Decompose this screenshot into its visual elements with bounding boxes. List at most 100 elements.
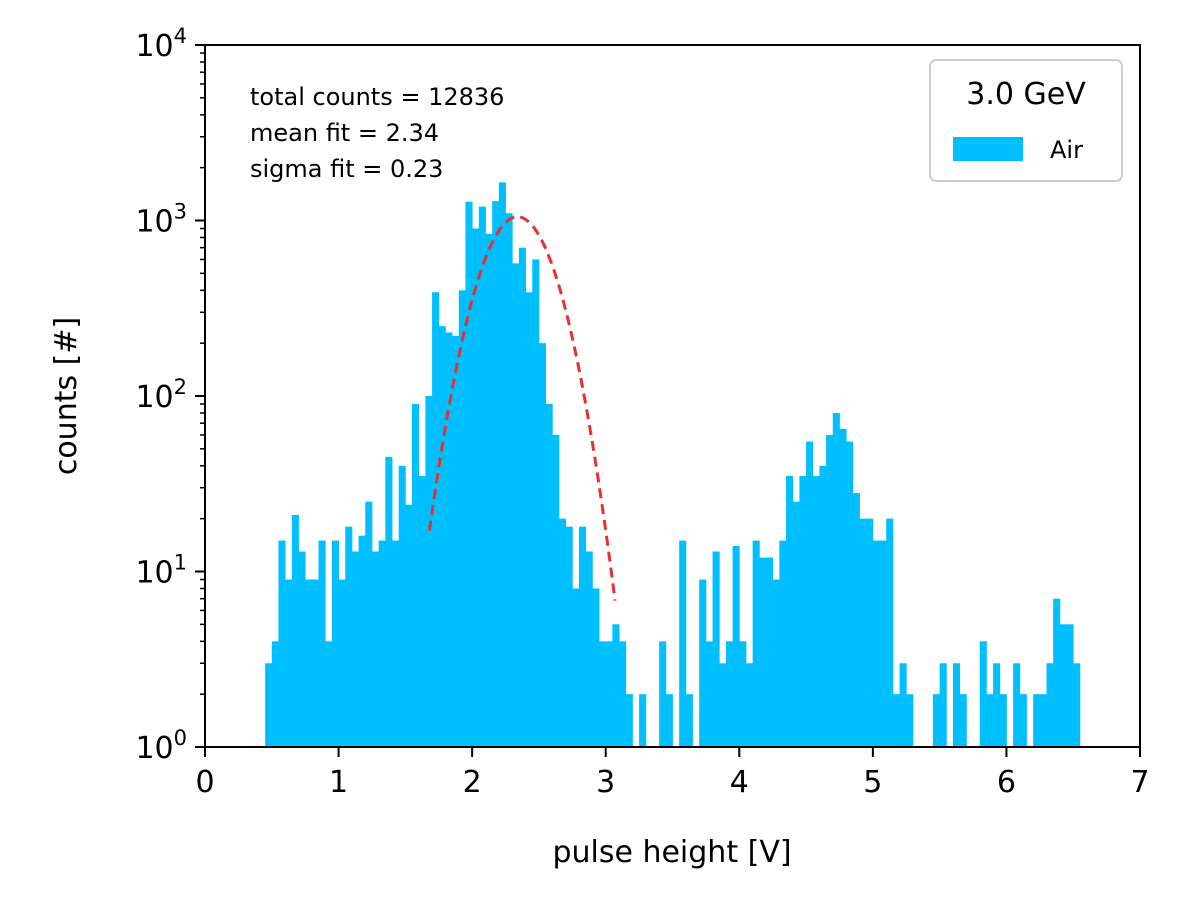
- histogram-bar: [478, 206, 486, 748]
- histogram-bar: [378, 540, 386, 747]
- y-tick-label: 101: [135, 551, 187, 591]
- histogram-bar: [1046, 663, 1054, 747]
- histogram-bar: [906, 694, 914, 747]
- histogram-bar: [725, 641, 734, 747]
- histogram-bar: [792, 501, 800, 747]
- histogram-bar: [665, 694, 673, 747]
- y-tick-label-base: 10: [135, 380, 173, 415]
- histogram-bar: [712, 551, 720, 747]
- histogram-bar: [826, 434, 834, 747]
- histogram-bar: [1013, 663, 1021, 747]
- histogram-bar: [552, 434, 560, 747]
- histogram-bar: [512, 263, 520, 747]
- histogram-bar: [685, 694, 693, 747]
- histogram-bar: [806, 441, 814, 747]
- histogram-bar: [799, 476, 807, 747]
- x-tick-label: 6: [997, 765, 1016, 800]
- histogram-bar: [579, 526, 587, 747]
- histogram-bar: [979, 641, 987, 747]
- y-tick-label-exponent: 2: [174, 375, 187, 399]
- histogram-bar: [599, 641, 607, 747]
- annotation-total-counts: total counts = 12836: [250, 83, 504, 111]
- histogram-bar: [659, 641, 667, 747]
- histogram-bar: [846, 441, 854, 747]
- histogram-bar: [1066, 624, 1074, 747]
- histogram-bar: [812, 476, 820, 747]
- histogram-bar: [492, 201, 500, 748]
- histogram-bar: [338, 579, 346, 747]
- histogram-bar: [986, 694, 994, 747]
- histogram-bar: [271, 641, 279, 747]
- x-axis-label: pulse height [V]: [552, 835, 791, 870]
- histogram-bar: [639, 694, 647, 747]
- legend-label-air: Air: [1050, 136, 1083, 164]
- histogram-bar: [412, 404, 420, 747]
- histogram-bar: [525, 292, 533, 747]
- histogram-bar: [839, 428, 847, 747]
- y-tick-label-base: 10: [135, 29, 173, 64]
- histogram-bar: [518, 247, 526, 747]
- histogram-bar: [866, 518, 874, 747]
- histogram-bar: [331, 540, 339, 747]
- histogram-bar: [859, 518, 867, 747]
- y-tick-label-exponent: 3: [174, 200, 187, 224]
- histogram-bar: [766, 557, 774, 747]
- histogram-bar: [932, 694, 941, 747]
- histogram-bar: [298, 551, 306, 747]
- x-tick-label: 7: [1130, 765, 1149, 800]
- y-tick-label: 100: [135, 726, 187, 766]
- histogram-bar: [1039, 694, 1047, 747]
- histogram-bar: [879, 540, 887, 747]
- histogram-bar: [311, 579, 319, 747]
- histogram-bar: [605, 641, 613, 747]
- histogram-bar: [445, 332, 453, 747]
- histogram-bar: [732, 545, 740, 747]
- gaussian-fit-curve: [427, 215, 617, 601]
- x-tick-label: 3: [596, 765, 615, 800]
- histogram-bar: [772, 579, 780, 747]
- histogram-bar: [699, 579, 707, 747]
- x-tick-label: 5: [863, 765, 882, 800]
- histogram-bar: [538, 343, 547, 747]
- histogram-bar: [779, 540, 787, 747]
- histogram-bar: [939, 663, 947, 747]
- y-tick-label: 104: [135, 24, 187, 64]
- histogram-bar: [892, 694, 900, 747]
- histogram-bar: [371, 551, 380, 747]
- histogram-bars: [265, 182, 1081, 748]
- legend-swatch-air: [953, 137, 1023, 161]
- histogram-bar: [752, 540, 760, 747]
- x-tick-label: 0: [195, 765, 214, 800]
- y-tick-label-base: 10: [135, 731, 173, 766]
- histogram-bar: [418, 476, 426, 747]
- histogram-bar: [291, 514, 299, 747]
- annotation-sigma-fit: sigma fit = 0.23: [250, 155, 443, 183]
- histogram-bar: [358, 535, 366, 747]
- histogram-bar: [679, 540, 687, 747]
- y-tick-label: 103: [135, 200, 187, 240]
- legend-title: 3.0 GeV: [966, 77, 1086, 112]
- x-tick-label: 4: [730, 765, 749, 800]
- histogram-bar: [365, 501, 373, 747]
- y-tick-label-exponent: 0: [174, 726, 187, 750]
- y-tick-label-exponent: 4: [174, 24, 187, 48]
- histogram-bar: [505, 213, 513, 748]
- histogram-bar: [872, 540, 880, 747]
- histogram-bar: [458, 290, 466, 747]
- y-tick-label-base: 10: [135, 205, 173, 240]
- histogram-bar: [1033, 694, 1041, 747]
- histogram-bar: [852, 493, 860, 747]
- histogram-bar: [819, 465, 827, 747]
- y-tick-label-base: 10: [135, 556, 173, 591]
- histogram-bar: [899, 663, 907, 747]
- legend: 3.0 GeV Air: [929, 59, 1123, 182]
- histogram-bar: [398, 465, 406, 747]
- histogram-bar: [438, 326, 446, 747]
- histogram-bar: [719, 663, 727, 747]
- histogram-bar: [953, 663, 961, 747]
- y-axis-label: counts [#]: [49, 317, 84, 475]
- histogram-bar: [452, 335, 460, 747]
- histogram-bar: [565, 526, 573, 747]
